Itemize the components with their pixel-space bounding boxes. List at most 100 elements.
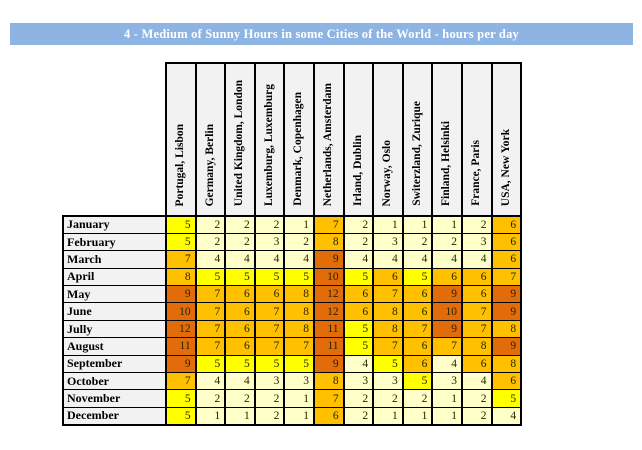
value-cell: 7 — [490, 267, 523, 287]
value-cell: 12 — [312, 285, 345, 304]
value-cell: 7 — [312, 389, 345, 408]
value-cell: 2 — [253, 214, 286, 234]
value-cell: 5 — [224, 354, 256, 374]
city-header-cell: Finland, Helsinki — [431, 62, 463, 217]
value-cell: 7 — [194, 285, 227, 304]
value-cell: 4 — [401, 250, 434, 269]
city-header-cell: Irland, Dublin — [342, 62, 375, 217]
corner-cell — [63, 63, 167, 217]
value-cell: 10 — [431, 302, 463, 321]
value-cell: 6 — [372, 267, 404, 287]
value-cell: 8 — [283, 285, 315, 304]
value-cell: 1 — [283, 406, 315, 426]
month-label-cell: October — [62, 372, 167, 391]
value-cell: 2 — [194, 232, 227, 252]
value-cell: 9 — [312, 250, 345, 269]
value-cell: 5 — [283, 267, 315, 287]
value-cell: 7 — [460, 319, 493, 339]
value-cell: 3 — [342, 372, 375, 391]
city-header-cell: Portugal, Lisbon — [165, 62, 197, 217]
city-header-cell: Denmark, Copenhagen — [283, 62, 315, 217]
value-cell: 7 — [194, 319, 227, 339]
value-cell: 6 — [490, 214, 523, 234]
city-header-cell: Netherlands, Amsterdam — [312, 62, 345, 217]
value-cell: 6 — [490, 232, 523, 252]
city-header-label: Denmark, Copenhagen — [292, 92, 305, 206]
value-cell: 8 — [312, 232, 345, 252]
value-cell: 6 — [401, 285, 434, 304]
city-header-cell: Norway, Oslo — [372, 62, 404, 217]
month-label-cell: February — [62, 232, 167, 252]
value-cell: 8 — [283, 302, 315, 321]
value-cell: 7 — [312, 214, 345, 234]
value-cell: 1 — [401, 406, 434, 426]
value-cell: 3 — [372, 232, 404, 252]
value-cell: 4 — [372, 250, 404, 269]
value-cell: 1 — [431, 389, 463, 408]
city-header-cell: Luxemburg, Luxemburg — [253, 62, 286, 217]
value-cell: 3 — [283, 372, 315, 391]
value-cell: 2 — [224, 389, 256, 408]
value-cell: 2 — [224, 214, 256, 234]
value-cell: 5 — [342, 337, 375, 356]
value-cell: 7 — [165, 372, 197, 391]
city-header-label: Luxemburg, Luxemburg — [262, 83, 275, 206]
value-cell: 3 — [460, 232, 493, 252]
value-cell: 8 — [283, 319, 315, 339]
title-bar: 4 - Medium of Sunny Hours in some Cities… — [10, 23, 633, 45]
value-cell: 1 — [283, 389, 315, 408]
value-cell: 11 — [312, 319, 345, 339]
city-header-cell: Switerzland, Zurique — [401, 62, 434, 217]
value-cell: 4 — [342, 250, 375, 269]
city-header-label: Norway, Oslo — [381, 139, 394, 206]
value-cell: 3 — [431, 372, 463, 391]
value-cell: 6 — [342, 302, 375, 321]
value-cell: 6 — [312, 406, 345, 426]
value-cell: 9 — [312, 354, 345, 374]
value-cell: 5 — [342, 319, 375, 339]
city-header-cell: United Kingdom, London — [224, 62, 256, 217]
value-cell: 7 — [401, 319, 434, 339]
value-cell: 1 — [401, 214, 434, 234]
value-cell: 5 — [194, 354, 227, 374]
value-cell: 4 — [460, 372, 493, 391]
value-cell: 7 — [372, 337, 404, 356]
value-cell: 3 — [372, 372, 404, 391]
city-header-label: USA, New York — [499, 128, 512, 206]
value-cell: 6 — [401, 337, 434, 356]
value-cell: 7 — [194, 337, 227, 356]
value-cell: 2 — [401, 232, 434, 252]
month-label-cell: March — [62, 250, 167, 269]
value-cell: 6 — [224, 285, 256, 304]
month-label-cell: Jully — [62, 319, 167, 339]
value-cell: 1 — [194, 406, 227, 426]
value-cell: 5 — [253, 354, 286, 374]
value-cell: 4 — [253, 250, 286, 269]
value-cell: 9 — [431, 319, 463, 339]
city-header-label: United Kingdom, London — [233, 79, 246, 206]
value-cell: 6 — [490, 372, 523, 391]
value-cell: 6 — [224, 337, 256, 356]
value-cell: 7 — [165, 250, 197, 269]
value-cell: 6 — [490, 250, 523, 269]
value-cell: 2 — [342, 232, 375, 252]
value-cell: 2 — [194, 214, 227, 234]
value-cell: 6 — [431, 267, 463, 287]
page-title: 4 - Medium of Sunny Hours in some Cities… — [124, 26, 519, 41]
value-cell: 4 — [342, 354, 375, 374]
value-cell: 4 — [194, 372, 227, 391]
value-cell: 1 — [372, 406, 404, 426]
value-cell: 4 — [224, 372, 256, 391]
value-cell: 4 — [431, 250, 463, 269]
value-cell: 6 — [253, 285, 286, 304]
value-cell: 7 — [460, 302, 493, 321]
month-label-cell: September — [62, 354, 167, 374]
value-cell: 8 — [372, 302, 404, 321]
value-cell: 4 — [194, 250, 227, 269]
value-cell: 2 — [431, 232, 463, 252]
city-header-cell: Germany, Berlin — [194, 62, 227, 217]
value-cell: 7 — [372, 285, 404, 304]
month-label-cell: June — [62, 302, 167, 321]
value-cell: 7 — [253, 319, 286, 339]
city-header-cell: France, Paris — [460, 62, 493, 217]
